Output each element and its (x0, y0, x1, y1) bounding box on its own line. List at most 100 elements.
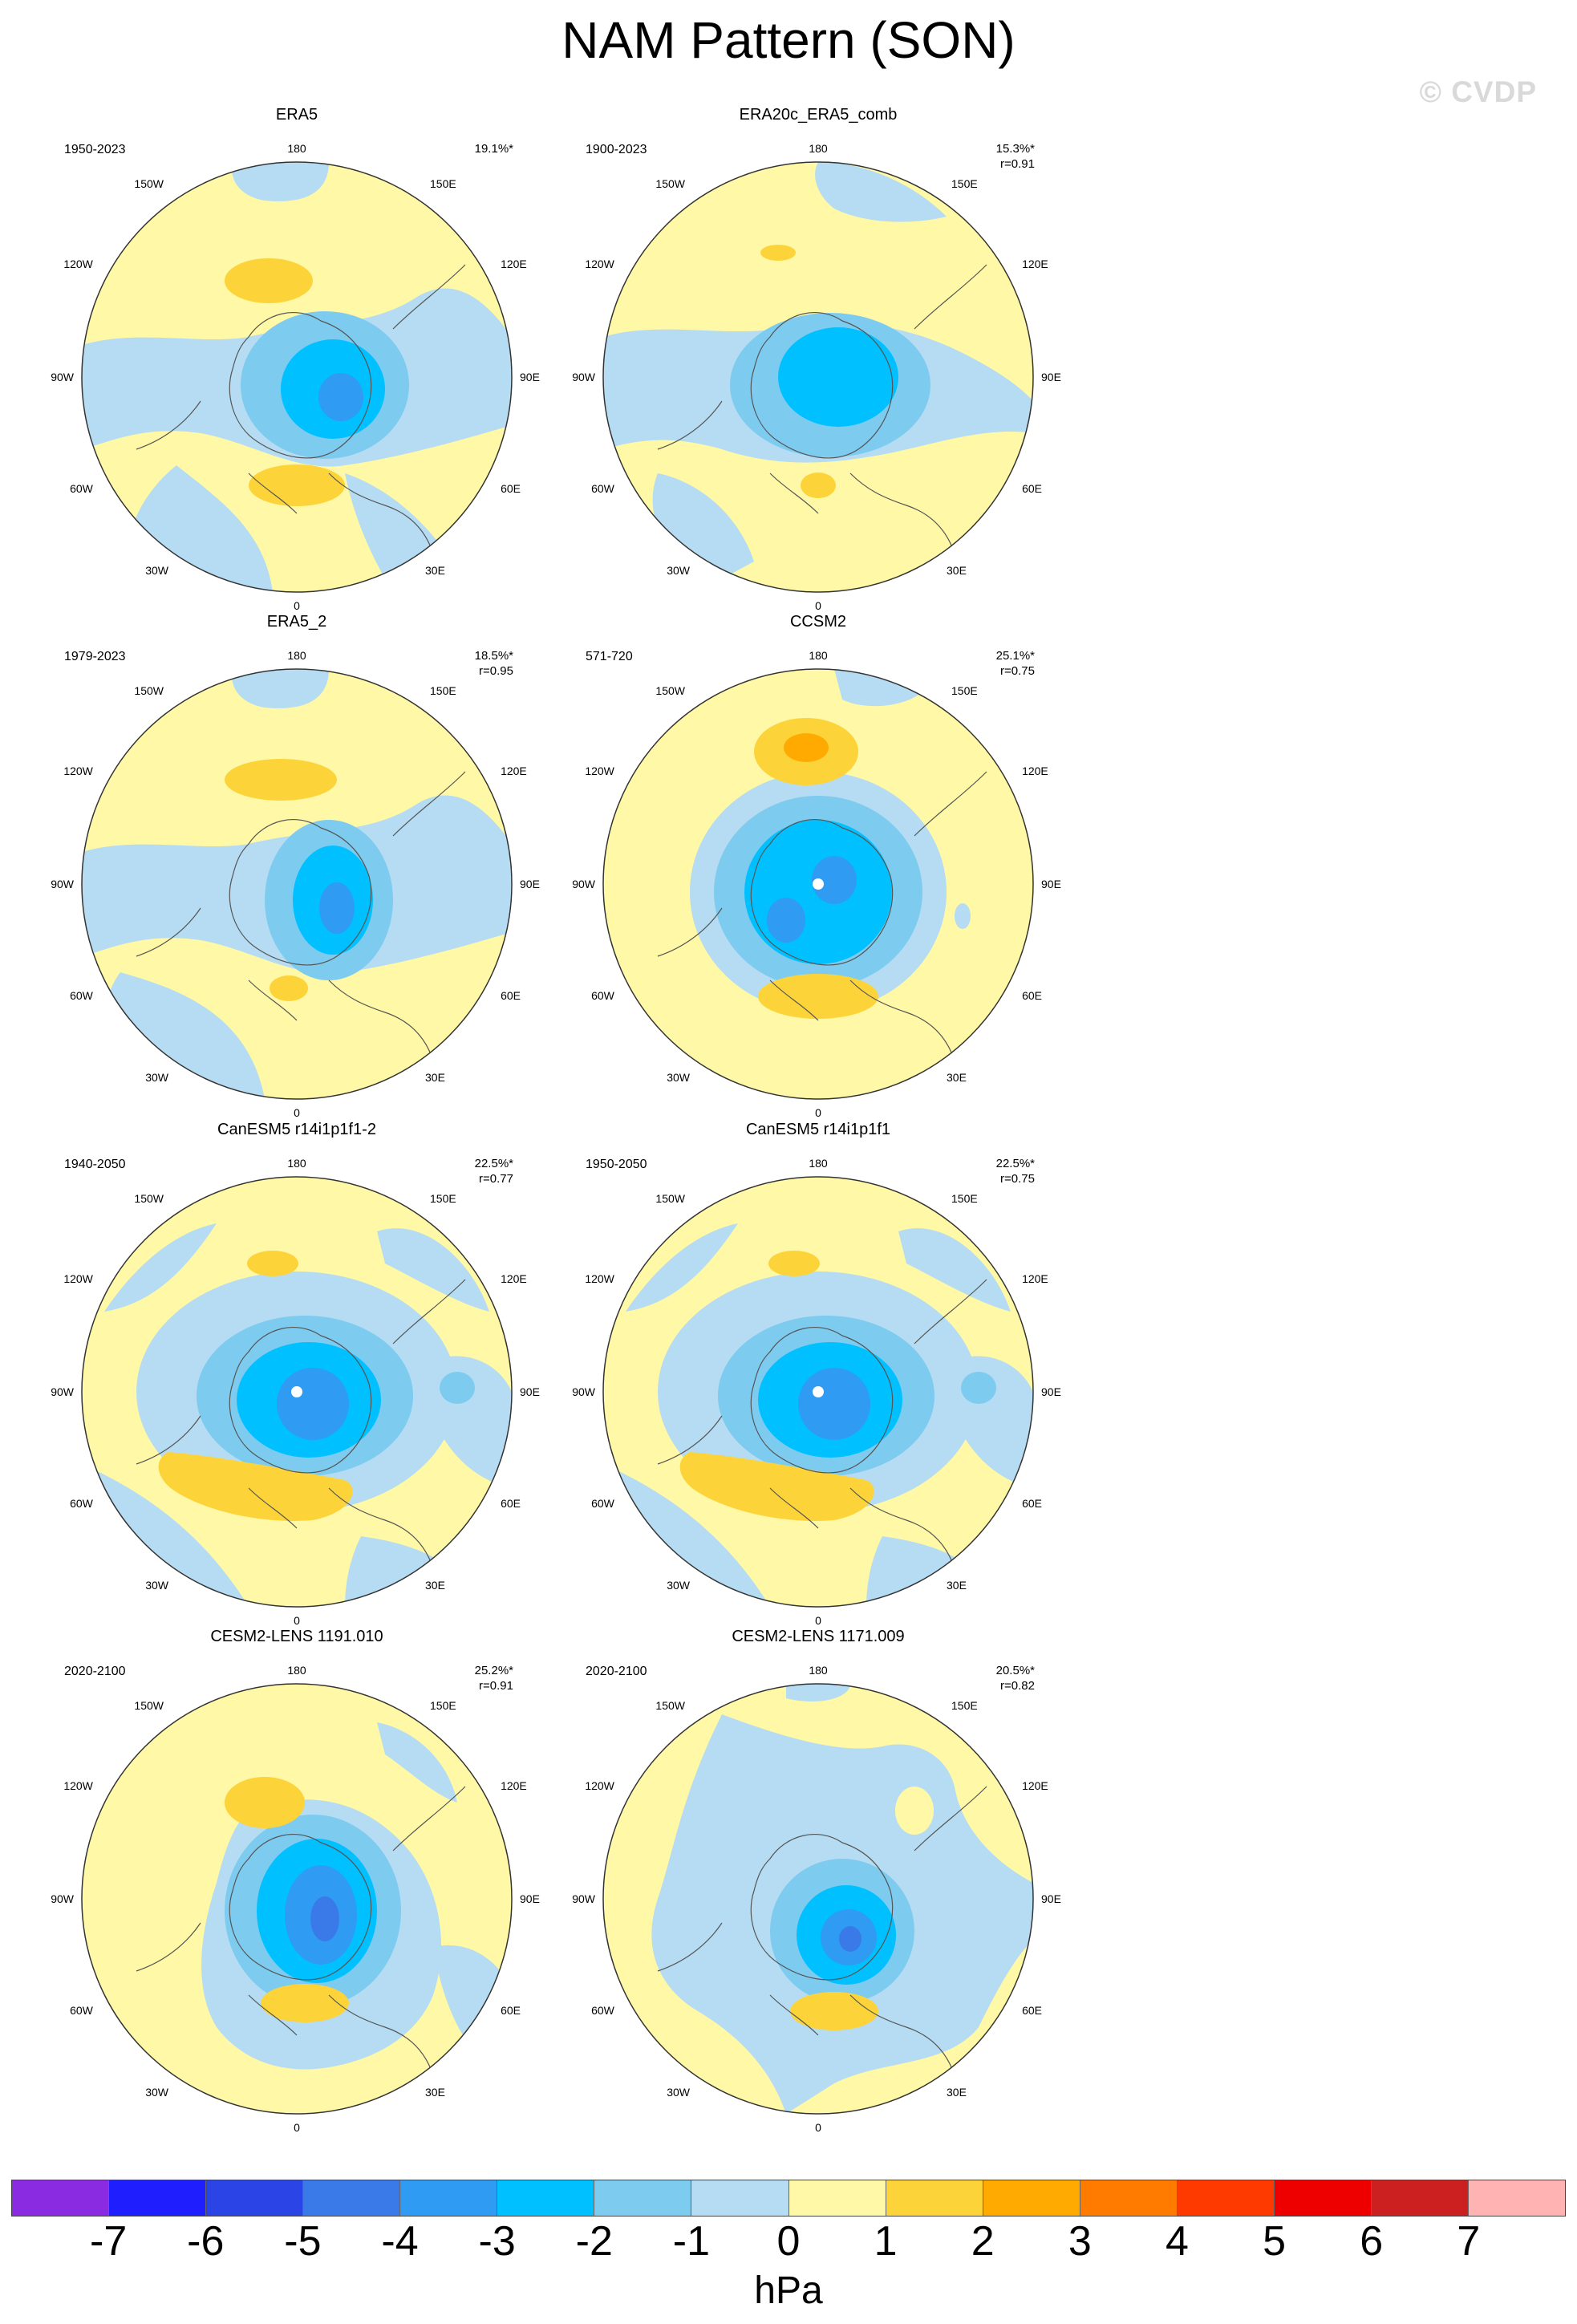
longitude-label: 0 (294, 599, 300, 612)
map-panel: ERA5 1950-2023 19.1%* 180 0 150E 120E 90E 60E 30E… (16, 107, 578, 612)
map-panel: CanESM5 r14i1p1f1-2 1940-2050 22.5%* r=0.7… (16, 1121, 578, 1627)
map-panel: CCSM2 571-720 25.1%* r=0.75 180 0 150E 120E 90E… (537, 614, 1099, 1119)
colorbar-swatch (788, 2180, 886, 2216)
longitude-label: 60E (501, 2004, 521, 2017)
longitude-label: 60E (1022, 989, 1042, 1002)
longitude-label: 120W (63, 1779, 93, 1792)
longitude-label: 90W (572, 371, 596, 383)
contour-region (232, 162, 329, 201)
longitude-label: 90E (1041, 1892, 1061, 1905)
contour-region (225, 258, 313, 303)
colorbar-tick-label: 2 (971, 2218, 995, 2265)
longitude-label: 180 (287, 1664, 306, 1677)
longitude-label: 120E (501, 1779, 527, 1792)
longitude-label: 60W (591, 1497, 615, 1510)
longitude-label: 30E (947, 1071, 967, 1084)
contour-region (318, 373, 363, 421)
contour-region (801, 473, 836, 498)
polar-map: 180 0 150E 120E 90E 60E 30E 150W 120W 90W 60W 30W (572, 142, 1061, 612)
panel-title: CCSM2 (789, 613, 846, 631)
coastline (136, 1279, 466, 1569)
longitude-label: 30E (947, 1579, 967, 1592)
contour-region (225, 1777, 305, 1828)
contour-region (955, 903, 971, 929)
map-panel: CanESM5 r14i1p1f1 1950-2050 22.5%* r=0.75 1… (537, 1121, 1099, 1627)
longitude-label: 0 (815, 1614, 821, 1627)
colorbar-tick-label: -5 (284, 2218, 322, 2265)
contour-region (778, 327, 898, 427)
colorbar-tick-label: -3 (478, 2218, 516, 2265)
contour-region (247, 1251, 298, 1276)
panel-period: 1940-2050 (64, 1158, 126, 1171)
longitude-label: 0 (815, 2121, 821, 2134)
coastline (657, 771, 987, 1061)
longitude-label: 150W (655, 1192, 685, 1205)
longitude-label: 150W (134, 177, 164, 190)
panel-period: 1979-2023 (64, 650, 126, 663)
map-field (82, 1684, 512, 2114)
panel-title: CESM2-LENS 1171.009 (732, 1628, 905, 1645)
panel-stats: 20.5%* r=0.82 (995, 1664, 1035, 1693)
longitude-label: 30W (145, 1071, 169, 1084)
longitude-label: 90E (520, 1385, 540, 1398)
contour-region (626, 1223, 738, 1312)
panel-stats: 15.3%* r=0.91 (995, 142, 1035, 171)
colorbar-tick-label: 1 (874, 2218, 898, 2265)
panel-title: CanESM5 r14i1p1f1 (745, 1121, 891, 1138)
longitude-label: 120W (63, 765, 93, 777)
colorbar-swatch (1371, 2180, 1469, 2216)
colorbar-swatch (983, 2180, 1080, 2216)
longitude-label: 120W (585, 765, 614, 777)
longitude-label: 120W (585, 258, 614, 270)
map-border (602, 161, 1034, 593)
longitude-label: 0 (815, 1106, 821, 1119)
contour-region (277, 1368, 349, 1440)
longitude-label: 150W (134, 684, 164, 697)
polar-map: 180 0 150E 120E 90E 60E 30E 150W 120W 90W 60W 30W (51, 142, 540, 612)
coastline (136, 771, 466, 1061)
polar-map: 180 0 150E 120E 90E 60E 30E 150W 120W 90W 60W 30W (51, 1664, 540, 2134)
colorbar-swatch (1468, 2180, 1565, 2216)
longitude-label: 60W (70, 1497, 94, 1510)
panel-stats: 25.1%* r=0.75 (995, 649, 1035, 678)
map-border (602, 1176, 1034, 1608)
longitude-label: 150E (951, 177, 978, 190)
longitude-label: 30W (667, 564, 691, 577)
contour-region (232, 669, 329, 708)
longitude-label: 150E (951, 684, 978, 697)
longitude-label: 60E (1022, 2004, 1042, 2017)
map-border (81, 161, 513, 593)
longitude-label: 0 (294, 1106, 300, 1119)
longitude-label: 30E (425, 2086, 445, 2099)
longitude-label: 120E (1022, 258, 1048, 270)
longitude-label: 120E (501, 258, 527, 270)
polar-map: 180 0 150E 120E 90E 60E 30E 150W 120W 90W 60W 30W (51, 649, 540, 1119)
longitude-label: 60W (70, 482, 94, 495)
coastline (136, 1786, 466, 2076)
copyright-watermark: © CVDP (1419, 75, 1537, 108)
longitude-label: 150W (655, 684, 685, 697)
longitude-label: 180 (809, 649, 828, 662)
panel-title: CESM2-LENS 1191.010 (210, 1628, 383, 1645)
longitude-label: 30E (425, 564, 445, 577)
colorbar-swatch (691, 2180, 789, 2216)
longitude-label: 150E (430, 177, 456, 190)
longitude-label: 0 (294, 2121, 300, 2134)
colorbar-swatch (1274, 2180, 1372, 2216)
map-border (81, 1176, 513, 1608)
longitude-label: 120W (585, 1779, 614, 1792)
figure-title: NAM Pattern (SON) (561, 11, 1016, 69)
contour-region (679, 1452, 874, 1521)
map-border (602, 1683, 1034, 2115)
panel-title: ERA20c_ERA5_comb (739, 106, 898, 124)
contour-region (158, 1452, 353, 1521)
longitude-label: 90E (520, 878, 540, 890)
panel-period: 1950-2023 (64, 143, 126, 156)
contour-region (440, 1372, 475, 1404)
polar-map: 180 0 150E 120E 90E 60E 30E 150W 120W 90W 60W 30W (51, 1157, 540, 1627)
map-panel: ERA20c_ERA5_comb 1900-2023 15.3%* r=0.91 18… (537, 107, 1099, 612)
longitude-label: 90W (51, 371, 75, 383)
colorbar-swatch (1177, 2180, 1275, 2216)
contour-region (784, 733, 829, 762)
map-field (82, 669, 512, 1099)
